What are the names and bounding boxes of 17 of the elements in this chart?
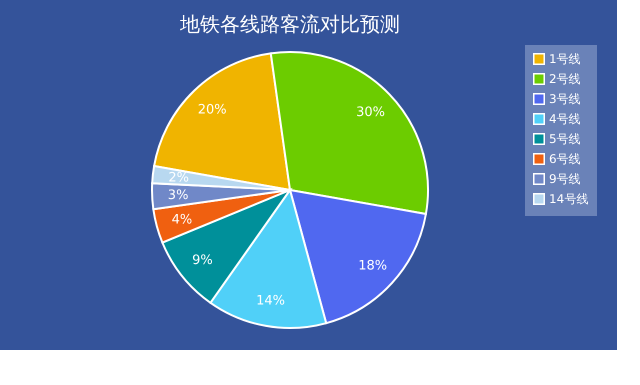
data-label: 20% <box>198 102 227 118</box>
data-label: 9% <box>192 252 213 268</box>
data-label: 4% <box>172 212 192 228</box>
data-label: 30% <box>356 105 386 120</box>
legend-label: 2号线 <box>549 72 581 86</box>
data-label: 18% <box>358 258 388 274</box>
legend-label: 1号线 <box>549 52 581 66</box>
data-label: 14% <box>256 293 286 308</box>
data-label: 3% <box>168 188 188 204</box>
legend-label: 9号线 <box>549 172 581 186</box>
chart-title: 地铁各线路客流对比预测 <box>179 12 400 36</box>
legend-label: 3号线 <box>549 92 581 106</box>
data-label: 2% <box>168 170 190 186</box>
legend-label: 14号线 <box>549 192 588 206</box>
legend-label: 5号线 <box>549 132 581 146</box>
legend-label: 4号线 <box>549 112 581 126</box>
legend-label: 6号线 <box>549 152 581 166</box>
